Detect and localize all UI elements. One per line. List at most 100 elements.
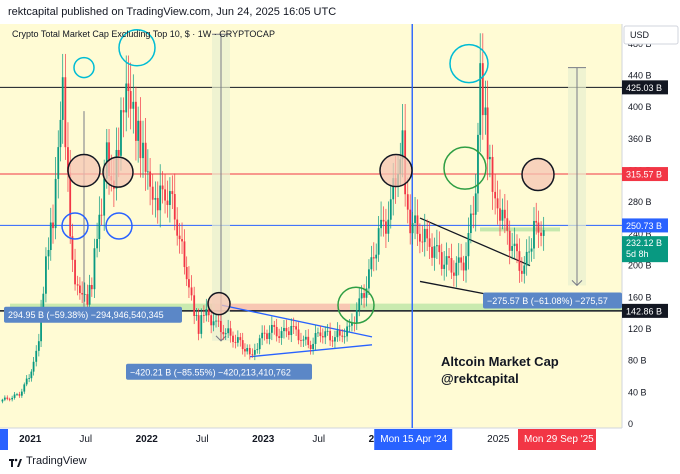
candle-body (518, 251, 521, 271)
x-tick-label: 2023 (252, 434, 275, 445)
candle-body (363, 293, 365, 298)
candle-body (81, 293, 84, 295)
candle-body (205, 309, 208, 316)
candle-body (229, 328, 232, 336)
candle-body (40, 309, 42, 342)
candle-body (503, 209, 506, 219)
candle-body (154, 197, 157, 200)
candle-body (477, 134, 479, 194)
candle-body (513, 243, 516, 247)
candle-body (197, 315, 200, 334)
x-tick-label: Jul (196, 434, 209, 445)
candle-body (149, 171, 151, 187)
candle-body (251, 354, 254, 356)
candle-body (448, 256, 450, 259)
candle-body (341, 335, 344, 337)
candle-body (190, 287, 193, 296)
price-tag-text-2: 250.73 B (626, 221, 662, 231)
candle-body (440, 252, 443, 269)
price-tag-3 (622, 303, 668, 318)
candle-body (47, 250, 50, 257)
candle-body (96, 239, 98, 249)
candle-body (389, 199, 392, 220)
candle-body (57, 147, 60, 179)
candle-body (285, 327, 288, 332)
y-tick-label: 80 B (628, 356, 647, 366)
candle-body (326, 330, 329, 332)
candle-body (314, 333, 317, 344)
candle-body (319, 332, 322, 337)
candle-body (537, 222, 540, 233)
measurement-box-2 (483, 292, 622, 309)
candle-body (304, 336, 307, 340)
candle-body (472, 213, 475, 215)
candle-body (181, 239, 183, 242)
candle-body (210, 315, 213, 326)
candle-body (253, 350, 256, 355)
candle-body (329, 330, 331, 341)
candle-body (406, 194, 409, 210)
candle-body (142, 142, 144, 159)
candle-body (156, 197, 159, 211)
candle-body (195, 315, 198, 317)
candle-body (217, 320, 220, 322)
annotation-line2: @rektcapital (441, 371, 519, 386)
measurement-text-0: 294.95 B (−59.38%) −294,946,540,345 (8, 310, 164, 320)
candle-body (176, 219, 179, 236)
price-tag-text-1: 315.57 B (626, 170, 662, 180)
candle-body (351, 322, 353, 326)
candle-body (49, 222, 52, 251)
candle-body (452, 272, 455, 276)
candle-series (1, 33, 545, 404)
candle-body (146, 171, 149, 173)
x-range-start-marker (0, 429, 8, 450)
circle-green-2 (443, 146, 487, 190)
candle-body (414, 215, 416, 224)
last-price-countdown: 5d 8h (626, 249, 649, 259)
candle-body (200, 315, 203, 334)
candle-body (215, 320, 217, 322)
candle-body (13, 394, 16, 398)
candle-body (79, 285, 81, 294)
candle-body (421, 241, 424, 243)
candle-body (16, 394, 18, 396)
y-tick-label: 240 B (628, 229, 652, 239)
candle-body (105, 142, 108, 179)
candle-body (258, 338, 261, 350)
candle-body (122, 110, 125, 113)
candle-body (244, 349, 246, 352)
candle-body (132, 101, 135, 109)
candle-body (462, 262, 465, 271)
candle-body (164, 189, 166, 201)
candle-body (42, 293, 45, 310)
wedge-upper-line (419, 217, 531, 267)
candle-body (370, 257, 373, 270)
candle-body (501, 209, 504, 221)
price-chart[interactable]: 294.95 B (−59.38%) −294,946,540,345 −420.… (0, 24, 680, 450)
candle-body (508, 230, 511, 251)
candle-body (188, 279, 190, 288)
candle-body (173, 194, 176, 220)
candle-body (83, 294, 86, 295)
candle-body (30, 371, 33, 379)
y-tick-label: 280 B (628, 197, 652, 207)
candle-body (103, 178, 106, 216)
y-tick-label: 360 B (628, 134, 652, 144)
candle-body (137, 120, 140, 141)
candle-body (457, 257, 460, 263)
chart-title: Crypto Total Market Cap Excluding Top 10… (12, 29, 275, 39)
candle-body (489, 156, 491, 160)
candle-body (93, 248, 96, 290)
candle-body (411, 223, 414, 234)
candle-body (71, 236, 74, 260)
candle-body (355, 310, 358, 324)
candle-body (263, 332, 266, 334)
candle-body (491, 156, 494, 192)
candle-body (380, 219, 382, 229)
currency-button[interactable] (623, 25, 679, 45)
candle-body (450, 258, 453, 273)
candle-body (219, 320, 222, 333)
footer: TradingView (0, 450, 680, 474)
candle-body (129, 91, 132, 109)
x-marker-label-0: Mon 15 Apr '24 (380, 434, 447, 445)
